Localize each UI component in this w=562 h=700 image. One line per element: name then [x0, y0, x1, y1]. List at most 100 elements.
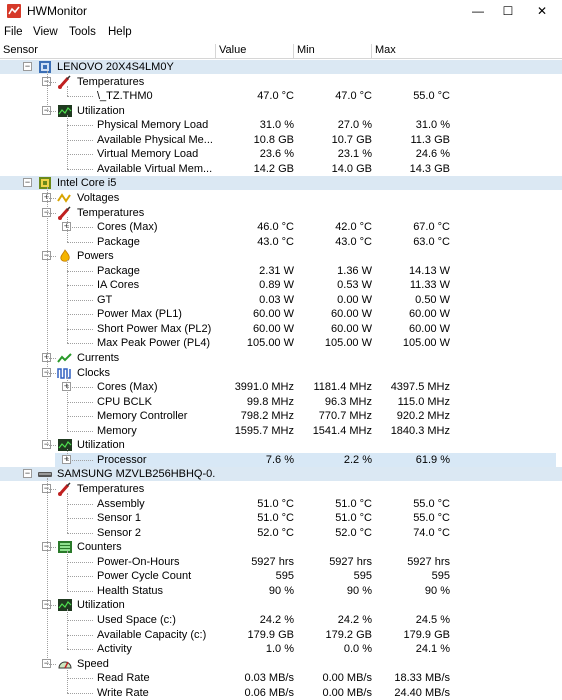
- cores-max-label: Cores (Max): [97, 381, 158, 394]
- collapse-toggle[interactable]: −: [42, 206, 51, 217]
- sensor-row[interactable]: Power-On-Hours 5927 hrs 5927 hrs 5927 hrs: [0, 555, 562, 569]
- sensor-row[interactable]: CPU BCLK 99.8 MHz 96.3 MHz 115.0 MHz: [0, 395, 562, 409]
- sensor-row[interactable]: Memory 1595.7 MHz 1541.4 MHz 1840.3 MHz: [0, 424, 562, 438]
- sensor-row[interactable]: Write Rate 0.06 MB/s 0.00 MB/s 24.40 MB/s: [0, 686, 562, 700]
- group-row[interactable]: − Temperatures: [0, 205, 562, 220]
- sensor-row[interactable]: Virtual Memory Load 23.6 % 23.1 % 24.6 %: [0, 147, 562, 161]
- column-max[interactable]: Max: [375, 44, 396, 56]
- short-power-max-pl2-label: Short Power Max (PL2): [97, 322, 212, 335]
- sensor-row[interactable]: Short Power Max (PL2) 60.00 W 60.00 W 60.00…: [0, 322, 562, 336]
- sensor-min: 43.0 °C: [335, 235, 372, 248]
- collapse-toggle[interactable]: −: [42, 599, 51, 610]
- collapse-toggle[interactable]: −: [42, 483, 51, 493]
- column-sensor[interactable]: Sensor: [0, 44, 216, 58]
- group-row[interactable]: − Clocks: [0, 366, 562, 380]
- tree-connector: [67, 449, 68, 460]
- collapse-toggle[interactable]: −: [42, 439, 51, 450]
- sensor-row[interactable]: GT 0.03 W 0.00 W 0.50 W: [0, 293, 562, 307]
- maximize-button[interactable]: ☐: [502, 4, 514, 18]
- collapse-toggle[interactable]: −: [42, 657, 51, 668]
- group-row[interactable]: − Utilization: [0, 438, 562, 452]
- minimize-button[interactable]: —: [472, 4, 484, 18]
- sensor-value: 23.6 %: [259, 148, 294, 161]
- speed-label: Speed: [77, 657, 109, 670]
- collapse-toggle[interactable]: −: [42, 104, 51, 115]
- sensor-row[interactable]: Read Rate 0.03 MB/s 0.00 MB/s 18.33 MB/s: [0, 671, 562, 685]
- sensor-row[interactable]: Available Capacity (c:) 179.9 GB 179.2 GB 1…: [0, 628, 562, 642]
- tree-connector: [67, 518, 93, 520]
- tree-connector: [67, 270, 93, 272]
- collapse-toggle[interactable]: −: [23, 468, 32, 479]
- group-row[interactable]: − Speed: [0, 657, 562, 671]
- sensor-row[interactable]: Available Virtual Mem... 14.2 GB 14.0 GB 14…: [0, 162, 562, 176]
- tree-connector: [47, 478, 48, 664]
- collapse-toggle[interactable]: −: [42, 250, 51, 261]
- sensor-row[interactable]: \_TZ.THM0 47.0 °C 47.0 °C 55.0 °C: [0, 89, 562, 103]
- sensor-row[interactable]: Physical Memory Load 31.0 % 27.0 % 31.0 %: [0, 118, 562, 132]
- collapse-toggle[interactable]: −: [23, 61, 32, 71]
- sensor-value: 60.00 W: [253, 308, 294, 321]
- sensor-row[interactable]: Memory Controller 798.2 MHz 770.7 MHz 920.2…: [0, 409, 562, 423]
- sensor-row[interactable]: Sensor 1 51.0 °C 51.0 °C 55.0 °C: [0, 511, 562, 525]
- sensor-row[interactable]: Available Physical Me... 10.8 GB 10.7 GB 11…: [0, 133, 562, 147]
- group-row[interactable]: − Counters: [0, 540, 562, 554]
- tree-connector: [47, 198, 56, 199]
- group-row[interactable]: + Currents: [0, 351, 562, 365]
- sensor-row[interactable]: Health Status 90 % 90 % 90 %: [0, 584, 562, 598]
- expand-toggle[interactable]: +: [62, 381, 71, 392]
- sensor-value: 1.0 %: [265, 643, 294, 655]
- group-row[interactable]: − Temperatures: [0, 75, 562, 89]
- sensor-min: 23.1 %: [337, 148, 372, 161]
- close-button[interactable]: ✕: [536, 4, 548, 18]
- device-row[interactable]: − LENOVO 20X4S4LM0Y: [0, 60, 562, 74]
- sensor-max: 60.00 W: [409, 322, 450, 335]
- sensor-row[interactable]: Power Cycle Count 595 595 595: [0, 569, 562, 583]
- sensor-row[interactable]: Assembly 51.0 °C 51.0 °C 55.0 °C: [0, 497, 562, 511]
- column-min[interactable]: Min: [294, 44, 372, 58]
- column-value[interactable]: Value: [216, 44, 294, 58]
- menu-tools[interactable]: Tools: [69, 26, 96, 38]
- expand-toggle[interactable]: +: [42, 352, 51, 362]
- tree-connector: [67, 576, 93, 578]
- sensor-row[interactable]: Max Peak Power (PL4) 105.00 W 105.00 W 105.…: [0, 336, 562, 350]
- sensor-min: 60.00 W: [331, 308, 372, 321]
- sensor-max: 90 %: [424, 584, 450, 597]
- sensor-row[interactable]: Package 43.0 °C 43.0 °C 63.0 °C: [0, 235, 562, 249]
- tree-connector: [47, 110, 56, 112]
- sensor-tree[interactable]: − LENOVO 20X4S4LM0Y − Temperatures \_TZ.THM0…: [0, 60, 562, 700]
- tree-connector: [67, 328, 93, 330]
- group-row[interactable]: − Powers: [0, 249, 562, 263]
- group-row[interactable]: + Voltages: [0, 191, 562, 205]
- sensor-row[interactable]: IA Cores 0.89 W 0.53 W 11.33 W: [0, 278, 562, 292]
- group-row[interactable]: − Utilization: [0, 598, 562, 612]
- menu-file[interactable]: File: [4, 26, 23, 38]
- device-row[interactable]: − Intel Core i5: [0, 176, 562, 191]
- expand-toggle[interactable]: +: [62, 453, 71, 464]
- sensor-row[interactable]: + Cores (Max) 46.0 °C 42.0 °C 67.0 °C: [0, 220, 562, 234]
- collapse-toggle[interactable]: −: [23, 177, 32, 188]
- collapse-toggle[interactable]: −: [42, 366, 51, 377]
- group-row[interactable]: − Utilization: [0, 104, 562, 118]
- menu-help[interactable]: Help: [108, 26, 132, 38]
- collapse-toggle[interactable]: −: [42, 75, 51, 86]
- sensor-value: 52.0 °C: [257, 526, 294, 539]
- menu-view[interactable]: View: [33, 26, 58, 38]
- expand-toggle[interactable]: +: [62, 221, 71, 232]
- device-row[interactable]: − SAMSUNG MZVLB256HBHQ-0...: [0, 467, 562, 482]
- sensor-row[interactable]: Activity 1.0 % 0.0 % 24.1 %: [0, 642, 562, 656]
- sensor-min: 27.0 %: [337, 119, 372, 132]
- sensor-row[interactable]: Used Space (c:) 24.2 % 24.2 % 24.5 %: [0, 613, 562, 627]
- sensor-row[interactable]: + Processor 7.6 % 2.2 % 61.9 %: [0, 452, 562, 467]
- cpu-bclk-label: CPU BCLK: [97, 395, 153, 408]
- clocks-label: Clocks: [77, 366, 111, 379]
- sensor-value: 51.0 °C: [257, 512, 294, 525]
- group-row[interactable]: − Temperatures: [0, 482, 562, 496]
- expand-toggle[interactable]: +: [42, 192, 51, 202]
- sensor-row[interactable]: + Cores (Max) 3991.0 MHz 1181.4 MHz 4397.5 M…: [0, 380, 562, 394]
- collapse-toggle[interactable]: −: [42, 541, 51, 552]
- sensor-row[interactable]: Power Max (PL1) 60.00 W 60.00 W 60.00 W: [0, 307, 562, 321]
- sensor-max: 11.33 W: [409, 279, 450, 292]
- tree-connector: [67, 227, 93, 229]
- sensor-row[interactable]: Sensor 2 52.0 °C 52.0 °C 74.0 °C: [0, 526, 562, 540]
- sensor-row[interactable]: Package 2.31 W 1.36 W 14.13 W: [0, 264, 562, 278]
